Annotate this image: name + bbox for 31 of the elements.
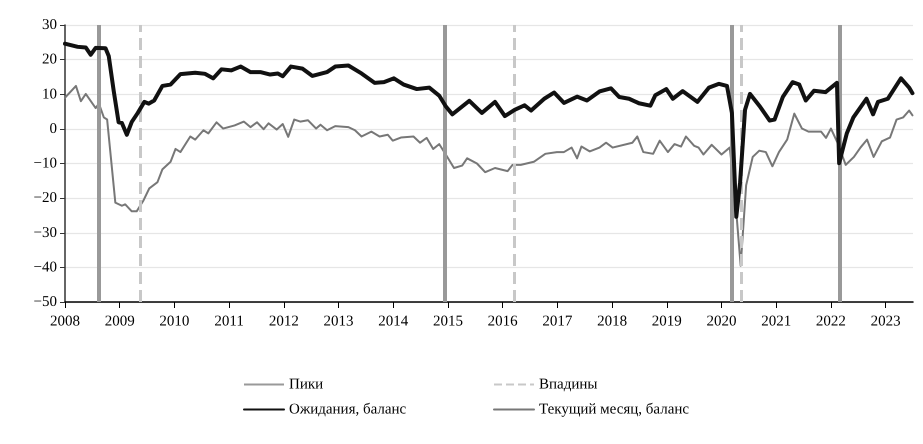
x-tick-label: 2013 <box>324 314 354 330</box>
y-tick-label: 10 <box>42 86 57 102</box>
x-tick-label: 2009 <box>104 314 135 330</box>
y-tick-label: −10 <box>34 156 57 172</box>
y-tick-label: −40 <box>34 259 57 276</box>
y-tick-label: 0 <box>50 120 57 137</box>
line-series <box>63 42 914 219</box>
y-tick-label: 20 <box>42 52 57 68</box>
x-tick-label: 2019 <box>652 314 682 330</box>
x-tick-label: 2023 <box>870 314 901 330</box>
legend-label: Ожидания, баланс <box>289 402 407 418</box>
x-tick-label: 2011 <box>214 314 244 330</box>
x-tick-label: 2017 <box>542 314 573 330</box>
legend-label: Впадины <box>539 376 598 392</box>
x-tick-label: 2015 <box>432 314 463 330</box>
y-tick-label: 30 <box>42 17 57 33</box>
x-tick-label: 2020 <box>706 314 737 330</box>
legend-label: Текущий месяц, баланс <box>539 402 690 418</box>
x-tick-label: 2008 <box>50 314 80 330</box>
x-tick-label: 2022 <box>816 314 846 330</box>
x-tick-label: 2012 <box>268 314 299 330</box>
y-tick-label: −20 <box>34 190 57 206</box>
line-series <box>64 84 914 267</box>
x-tick-label: 2014 <box>378 314 409 330</box>
x-tick-label: 2010 <box>159 314 190 330</box>
x-tick-label: 2021 <box>761 314 792 330</box>
x-tick-label: 2016 <box>488 314 518 330</box>
y-tick-label: −30 <box>34 224 57 241</box>
legend-label: Пики <box>289 376 324 392</box>
x-tick-label: 2018 <box>597 314 628 330</box>
y-tick-label: −50 <box>34 294 57 310</box>
